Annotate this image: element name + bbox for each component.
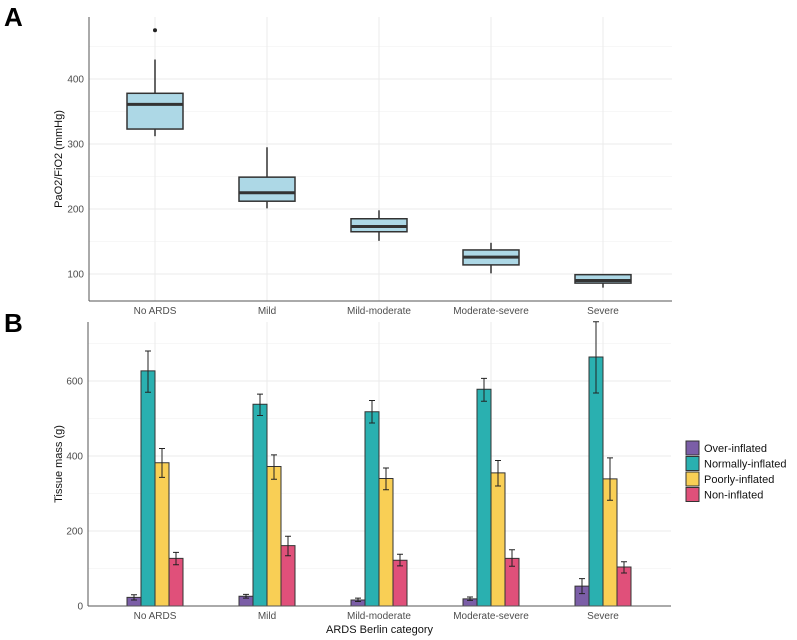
- y-tick-label: 100: [67, 270, 84, 281]
- x-tick-label: No ARDS: [134, 306, 177, 317]
- bar-non-inflated: [168, 557, 184, 607]
- legend: Over-inflated Normally-inflated Poorly-inf…: [685, 440, 787, 502]
- bar-normally-inflated: [476, 388, 492, 607]
- y-axis-title: PaO2/FiO2 (mmHg): [53, 110, 65, 208]
- box: [126, 92, 184, 130]
- x-tick-label: Moderate-severe: [453, 611, 529, 622]
- legend-swatch: [685, 440, 700, 456]
- legend-label: Poorly-inflated: [704, 474, 774, 486]
- x-tick-label: Severe: [587, 306, 619, 317]
- bar-poorly-inflated: [378, 478, 394, 607]
- y-tick-label: 400: [66, 452, 83, 463]
- box: [574, 273, 632, 284]
- legend-label: Non-inflated: [704, 490, 763, 502]
- legend-label: Normally-inflated: [704, 459, 787, 471]
- bar-normally-inflated: [252, 403, 268, 607]
- box: [238, 176, 296, 202]
- y-axis-title: Tissue mass (g): [53, 425, 65, 503]
- panel-a-boxplot: 100 200 300 400 No ARDS Mild Mild-moderate Mode…: [53, 17, 672, 317]
- y-tick-label: 400: [67, 75, 84, 86]
- bar-poorly-inflated: [490, 472, 506, 607]
- x-tick-label: No ARDS: [134, 611, 177, 622]
- bar-poorly-inflated: [154, 462, 170, 607]
- x-axis-title: ARDS Berlin category: [326, 624, 433, 636]
- x-tick-label: Mild-moderate: [347, 306, 411, 317]
- legend-swatch: [685, 487, 700, 502]
- x-tick-label: Mild: [258, 611, 276, 622]
- bar-normally-inflated: [588, 356, 604, 607]
- legend-swatch: [685, 456, 700, 471]
- y-tick-label: 200: [66, 527, 83, 538]
- bar-normally-inflated: [140, 370, 156, 607]
- x-tick-label: Mild-moderate: [347, 611, 411, 622]
- y-tick-label: 0: [77, 602, 83, 613]
- y-tick-label: 300: [67, 140, 84, 151]
- x-tick-label: Mild: [258, 306, 276, 317]
- x-tick-label: Moderate-severe: [453, 306, 529, 317]
- bar-poorly-inflated: [266, 466, 282, 607]
- y-tick-label: 200: [67, 205, 84, 216]
- legend-label: Over-inflated: [704, 443, 767, 455]
- legend-swatch: [685, 471, 700, 487]
- outlier-point: [153, 28, 157, 33]
- y-tick-label: 600: [66, 377, 83, 388]
- bar-non-inflated: [392, 559, 408, 607]
- panel-b-barchart: 0 200 400 600 No ARDS Mild Mild-moderate Modera…: [53, 321, 787, 636]
- panel-label-b: B: [4, 308, 23, 338]
- x-tick-label: Severe: [587, 611, 619, 622]
- panel-label-a: A: [4, 2, 23, 32]
- bar-normally-inflated: [364, 411, 380, 607]
